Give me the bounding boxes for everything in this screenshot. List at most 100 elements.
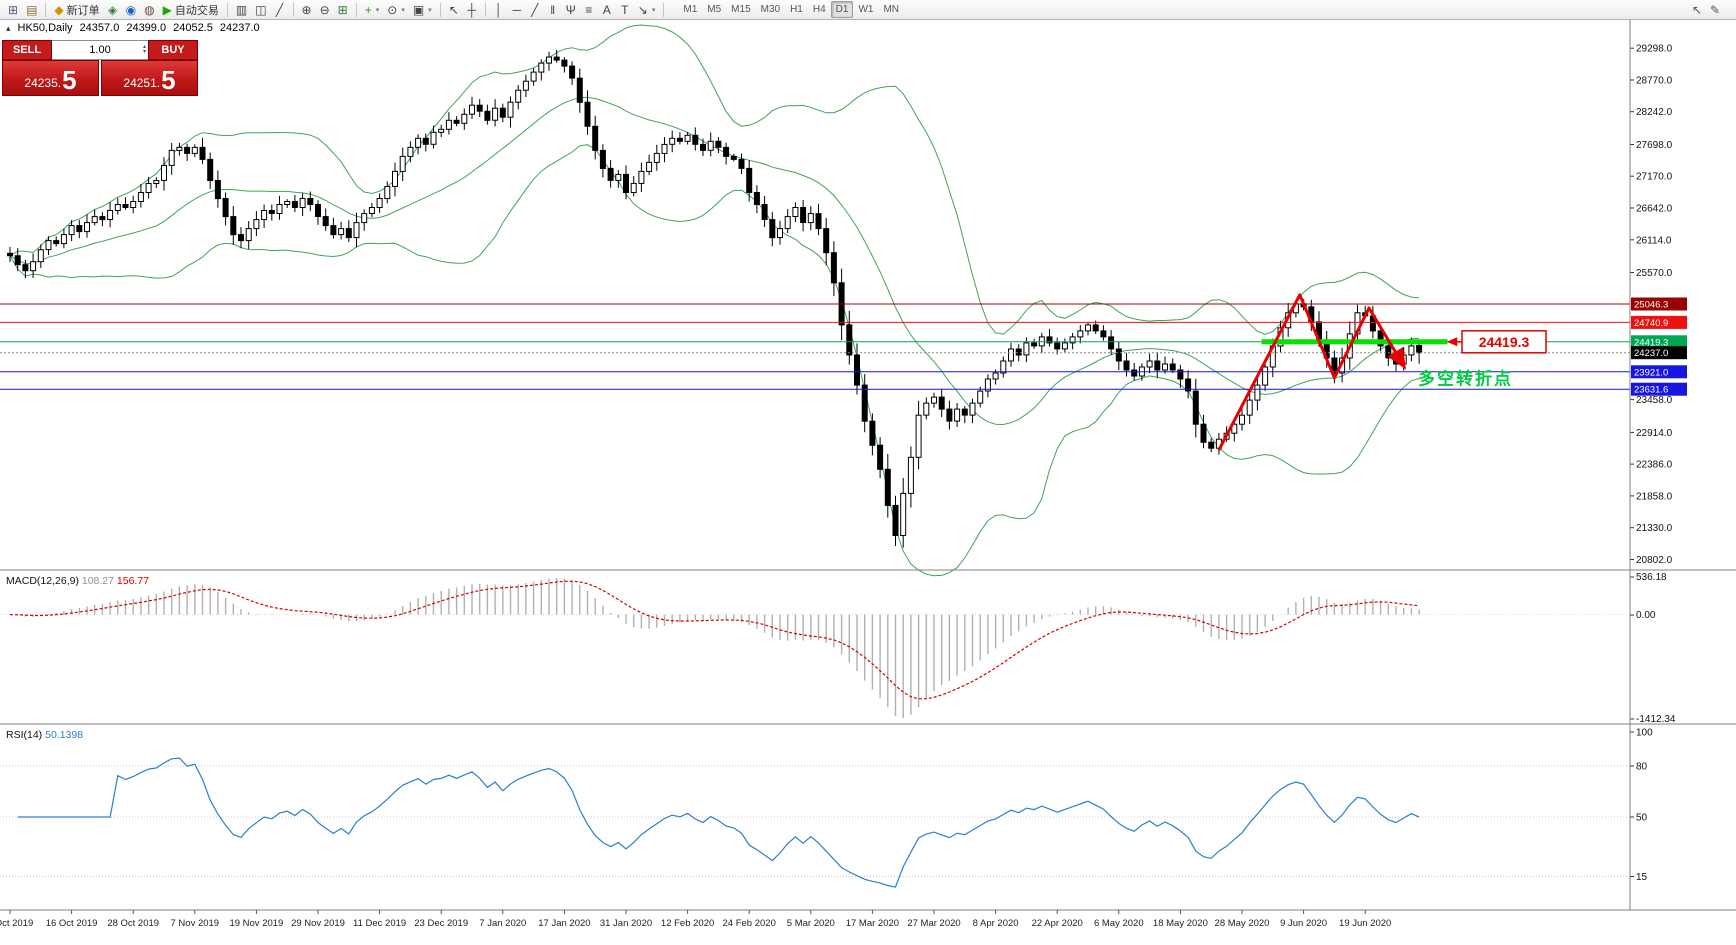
timeframe-d1[interactable]: D1: [830, 1, 854, 18]
indicators-button[interactable]: + ▾: [361, 1, 384, 18]
svg-text:7 Jan 2020: 7 Jan 2020: [479, 918, 526, 929]
price-line-24237-0[interactable]: 24237.0: [0, 346, 1687, 359]
one-click-trade-panel: SELL 1.00 ▴ ▾ BUY 24235. 5 24251. 5: [2, 40, 198, 96]
timeframe-h4[interactable]: H4: [808, 1, 831, 18]
autotrading-button[interactable]: ▶ 自动交易: [159, 1, 223, 18]
price-line-24740-9[interactable]: 24740.9: [0, 315, 1687, 329]
zoom-out-icon: ⊖: [319, 2, 330, 17]
text-icon: A: [602, 2, 611, 17]
buy-button[interactable]: BUY: [148, 40, 198, 60]
text-button[interactable]: A: [598, 1, 616, 18]
svg-text:20802.0: 20802.0: [1636, 555, 1673, 566]
timeframe-m30[interactable]: M30: [756, 1, 785, 18]
symbol-period-label: HK50,Daily: [17, 22, 73, 34]
line-chart-mode-button[interactable]: ╱: [271, 1, 289, 18]
toolbar-separator: [226, 2, 228, 17]
svg-text:26114.0: 26114.0: [1636, 235, 1672, 246]
timeframe-m15[interactable]: M15: [726, 1, 755, 18]
timeframe-h1[interactable]: H1: [785, 1, 808, 18]
price-line-25046-3[interactable]: 25046.3: [0, 297, 1687, 311]
trendline-icon: ╱: [531, 2, 539, 17]
profiles-button[interactable]: ▤: [22, 1, 41, 18]
sell-price-button[interactable]: 24235. 5: [2, 60, 99, 96]
zoom-out-button[interactable]: ⊖: [316, 1, 334, 18]
svg-text:RSI(14) 50.1398: RSI(14) 50.1398: [6, 729, 83, 741]
templates-button[interactable]: ▣ ▾: [409, 1, 436, 18]
price-line-23921-0[interactable]: 23921.0: [0, 365, 1687, 379]
toolbar-separator: [45, 2, 47, 17]
volume-down-icon[interactable]: ▾: [142, 49, 146, 55]
svg-text:21858.0: 21858.0: [1636, 491, 1673, 502]
svg-text:28 Oct 2019: 28 Oct 2019: [107, 918, 159, 929]
horizontal-line-button[interactable]: ─: [508, 1, 526, 18]
one-click-collapse-icon[interactable]: ▴: [6, 23, 11, 33]
trade-panel-prices: 24235. 5 24251. 5: [2, 60, 198, 96]
tile-windows-button[interactable]: ⊞: [334, 1, 352, 18]
timeframe-m1[interactable]: M1: [678, 1, 702, 18]
timeframe-group: M1 M5 M15 M30 H1 H4 D1 W1 MN: [678, 1, 904, 18]
equidistant-channel-button[interactable]: ‖: [544, 1, 562, 18]
buy-price-button[interactable]: 24251. 5: [101, 60, 198, 96]
svg-text:31 Jan 2020: 31 Jan 2020: [600, 918, 652, 929]
timeframe-m5[interactable]: M5: [702, 1, 726, 18]
trade-panel-header: SELL 1.00 ▴ ▾ BUY: [2, 40, 198, 60]
indicators-dropdown-icon[interactable]: ▾: [375, 6, 380, 14]
crosshair-button[interactable]: ┼: [463, 1, 481, 18]
note-text[interactable]: 多空转折点: [1418, 369, 1513, 389]
arrows-button[interactable]: ↘ ▾: [634, 1, 660, 18]
new-chart-button[interactable]: ⊞: [4, 1, 22, 18]
sell-price-big: 5: [62, 65, 77, 96]
vertical-line-button[interactable]: │: [490, 1, 508, 18]
svg-text:21330.0: 21330.0: [1636, 523, 1673, 534]
zoom-in-button[interactable]: ⊕: [298, 1, 316, 18]
timeframe-w1[interactable]: W1: [853, 1, 878, 18]
arrows-dropdown-icon[interactable]: ▾: [651, 6, 656, 14]
pointer-tool-button[interactable]: ↖: [1688, 1, 1706, 18]
svg-text:19 Jun 2020: 19 Jun 2020: [1339, 918, 1391, 929]
data-window-button[interactable]: ◉: [122, 1, 140, 18]
new-order-icon: ◆: [54, 2, 64, 17]
buy-price-main: 24251.: [123, 75, 161, 90]
vertical-line-icon: │: [495, 2, 503, 17]
volume-spinner[interactable]: ▴ ▾: [143, 42, 146, 58]
cursor-button[interactable]: ↖: [445, 1, 463, 18]
trendline-button[interactable]: ╱: [526, 1, 544, 18]
autotrading-icon: ▶: [162, 2, 172, 17]
svg-text:8 Apr 2020: 8 Apr 2020: [973, 918, 1019, 929]
periods-button[interactable]: ⊙ ▾: [383, 1, 409, 18]
eraser-tool-button[interactable]: ✎: [1706, 1, 1724, 18]
svg-text:17 Jan 2020: 17 Jan 2020: [538, 918, 590, 929]
svg-text:27698.0: 27698.0: [1636, 140, 1673, 151]
chart-area: 25046.3 24740.9 24419.3 24237.0 23921.0 23631…: [0, 20, 1736, 945]
market-watch-icon: ◈: [108, 2, 118, 17]
navigator-button[interactable]: ◍: [140, 1, 158, 18]
volume-input[interactable]: 1.00 ▴ ▾: [52, 40, 148, 60]
templates-icon: ▣: [412, 2, 425, 17]
andrews-pitchfork-icon: Ψ: [565, 2, 576, 17]
templates-dropdown-icon[interactable]: ▾: [428, 6, 432, 14]
bar-chart-mode-button[interactable]: ▥: [232, 1, 251, 18]
candlestick-mode-button[interactable]: ◫: [251, 1, 270, 18]
zigzag-annotation[interactable]: [1217, 293, 1407, 451]
periods-dropdown-icon[interactable]: ▾: [401, 6, 405, 14]
bar-chart-mode-icon: ▥: [235, 2, 248, 17]
price-axis: 29298.0 28770.0 28242.0 27698.0 27170.0 26642…: [1630, 44, 1673, 566]
text-label-button[interactable]: T: [616, 1, 634, 18]
new-order-button[interactable]: ◆ 新订单: [50, 1, 103, 18]
fibonacci-button[interactable]: ≡: [580, 1, 598, 18]
toolbar-right-group: ↖ ✎: [1688, 1, 1724, 18]
price-callout[interactable]: 24419.3: [1446, 330, 1547, 354]
timeframe-mn[interactable]: MN: [878, 1, 904, 18]
andrews-pitchfork-button[interactable]: Ψ: [562, 1, 580, 18]
sell-button[interactable]: SELL: [2, 40, 52, 60]
volume-value: 1.00: [89, 44, 111, 56]
svg-text:23921.0: 23921.0: [1634, 367, 1668, 378]
sell-price-main: 24235.: [24, 75, 62, 90]
price-line-23631-6[interactable]: 23631.6: [0, 382, 1687, 396]
macd-pane: MACD(12,26,9) 108.27 156.77 536.18 0.00 -14…: [0, 572, 1676, 725]
market-watch-button[interactable]: ◈: [104, 1, 122, 18]
volume-up-icon[interactable]: ▴: [142, 44, 146, 50]
svg-text:28770.0: 28770.0: [1636, 75, 1673, 86]
crosshair-icon: ┼: [467, 2, 476, 17]
